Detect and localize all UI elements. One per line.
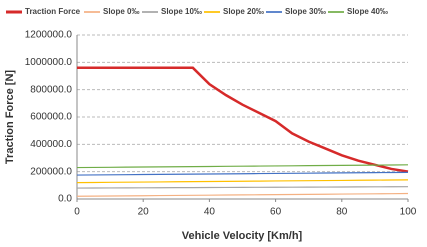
x-tick-label: 40 (204, 207, 216, 218)
x-tick-label: 80 (336, 207, 348, 218)
y-tick-label: 400000.0 (30, 139, 72, 150)
x-axis-title: Vehicle Velocity [Km/h] (182, 230, 303, 242)
y-tick-label: 600000.0 (30, 112, 72, 123)
series-line (76, 186, 409, 189)
legend-text: Slope 40‰ (347, 7, 388, 16)
x-tick-label: 20 (138, 207, 150, 218)
legend-text: Slope 30‰ (285, 7, 326, 16)
x-tick-label: 60 (270, 207, 282, 218)
legend-text: Slope 0‰ (103, 7, 139, 16)
y-tick-label: 800000.0 (30, 84, 72, 95)
series-line (76, 192, 409, 197)
x-tick-label: 100 (400, 207, 417, 218)
series-line (76, 179, 409, 184)
series-line (77, 66, 409, 173)
legend-text: Slope 20‰ (223, 7, 264, 16)
y-tick-label: 1200000.0 (25, 30, 73, 41)
y-tick-label: 1000000.0 (25, 57, 73, 68)
legend-text: Traction Force (25, 7, 81, 16)
y-tick-label: 0.0 (58, 194, 72, 205)
y-tick-label: 200000.0 (30, 166, 72, 177)
y-axis-title: Traction Force [N] (4, 70, 16, 164)
series-line (76, 171, 409, 176)
series-line (76, 164, 409, 169)
x-tick-label: 0 (74, 207, 80, 218)
legend-text: Slope 10‰ (161, 7, 202, 16)
